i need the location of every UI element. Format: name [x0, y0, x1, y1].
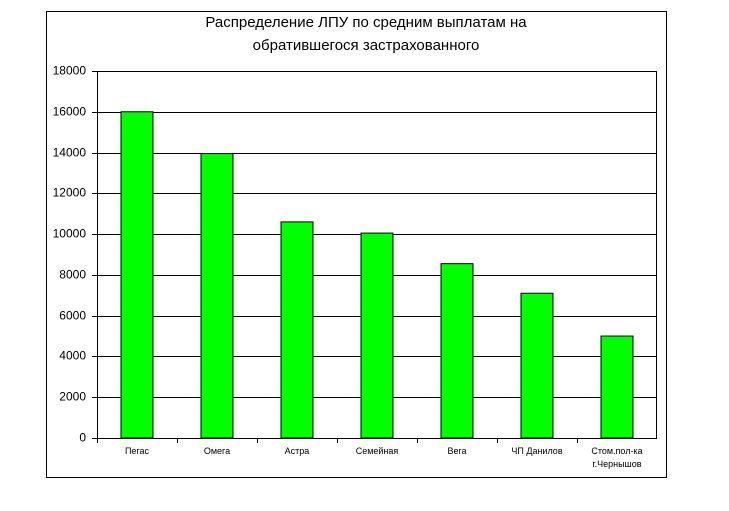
y-tick-label: 16000	[53, 105, 87, 119]
y-tick-label: 2000	[59, 390, 86, 404]
y-tick-label: 8000	[59, 268, 86, 282]
chart-title: обратившегося застрахованного	[253, 37, 480, 54]
bar	[280, 221, 314, 439]
x-tick-label: Омега	[203, 446, 231, 456]
y-tick-label: 12000	[53, 186, 87, 200]
x-tick-label: Вега	[447, 446, 467, 456]
y-tick-label: 4000	[59, 349, 86, 363]
y-tick-label: 10000	[53, 227, 87, 241]
x-tick-label: Пегас	[124, 446, 150, 456]
y-tick-label: 0	[79, 431, 86, 445]
bar	[200, 153, 234, 439]
bar	[600, 335, 634, 439]
bar	[120, 111, 154, 439]
y-tick-label: 14000	[53, 146, 87, 160]
bar	[360, 232, 394, 439]
x-tick-label: ЧП Данилов	[511, 446, 563, 456]
x-tick-label: Стом.пол-ка г.Чернышов	[591, 446, 643, 469]
chart-title: Распределение ЛПУ по средним выплатам на	[205, 14, 527, 31]
x-tick-label: Семейная	[355, 446, 399, 456]
bar	[520, 292, 554, 439]
y-tick-label: 18000	[53, 64, 87, 78]
bar	[440, 263, 474, 439]
x-tick-label: Астра	[284, 446, 310, 456]
y-tick-label: 6000	[59, 309, 86, 323]
